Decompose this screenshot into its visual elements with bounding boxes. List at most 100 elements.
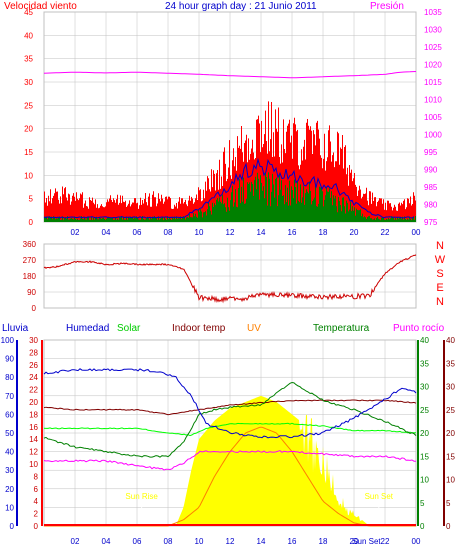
pressure-y-tick: 1005 <box>424 113 442 122</box>
conditions-x-tick: 12 <box>226 537 235 546</box>
wind-x-tick: 14 <box>257 228 266 237</box>
wind-x-tick: 22 <box>381 228 390 237</box>
wind-pressure-panel: 0510152025303540459759809859909951000100… <box>24 8 442 237</box>
conditions-x-tick: 06 <box>133 537 142 546</box>
pressure-y-tick: 975 <box>424 218 438 227</box>
solar-y-tick: 8 <box>34 472 39 481</box>
pressure-y-tick: 990 <box>424 166 438 175</box>
wind-y-tick: 30 <box>24 78 33 87</box>
direction-letter: N <box>436 296 444 308</box>
wind-y-tick: 20 <box>24 125 33 134</box>
wind-x-tick: 12 <box>226 228 235 237</box>
pressure-y-tick: 1015 <box>424 78 442 87</box>
wind-x-tick: 10 <box>195 228 204 237</box>
wind-y-tick: 25 <box>24 101 33 110</box>
solar-y-tick: 4 <box>34 497 39 506</box>
temp-y-tick: 40 <box>420 336 429 345</box>
pressure-y-tick: 1020 <box>424 61 442 70</box>
sun-rise-label: Sun Rise <box>125 492 158 501</box>
humidity-y-tick: 50 <box>5 429 14 438</box>
wind-x-tick: 02 <box>71 228 80 237</box>
humidity-y-tick: 40 <box>5 448 14 457</box>
humidity-y-tick: 30 <box>5 466 14 475</box>
dew-y-tick: 25 <box>446 406 455 415</box>
direction-y-tick: 270 <box>23 256 37 265</box>
solar-y-tick: 26 <box>29 361 38 370</box>
dew-y-tick: 40 <box>446 336 455 345</box>
dew-y-tick: 20 <box>446 429 455 438</box>
solar-y-tick: 2 <box>34 510 39 519</box>
wind-x-tick: 00 <box>412 228 421 237</box>
wind-y-tick: 10 <box>24 171 33 180</box>
temp-y-tick: 20 <box>420 429 429 438</box>
humidity-y-tick: 70 <box>5 392 14 401</box>
indoor-temp-series <box>43 399 417 416</box>
dew-y-tick: 5 <box>446 499 451 508</box>
pressure-y-tick: 1010 <box>424 96 442 105</box>
wind-direction-series <box>43 254 417 304</box>
temp-y-tick: 5 <box>420 499 425 508</box>
dew-point-label: Punto rocío <box>393 323 445 334</box>
temperature-series <box>43 381 417 458</box>
conditions-x-tick: 16 <box>288 537 297 546</box>
pressure-y-tick: 1000 <box>424 131 442 140</box>
solar-radiation-area <box>44 395 416 526</box>
wind-direction-panel: 0 90 180 270 360 <box>23 240 417 313</box>
wind-x-tick: 20 <box>350 228 359 237</box>
conditions-x-tick: 10 <box>195 537 204 546</box>
sun-set-x-label: Sun Set <box>352 537 381 546</box>
dew-y-tick: 10 <box>446 476 455 485</box>
wind-speed-label: Velocidad viento <box>4 1 77 12</box>
uv-label: UV <box>247 323 261 334</box>
wind-y-tick: 35 <box>24 55 33 64</box>
temp-y-tick: 15 <box>420 452 429 461</box>
pressure-series <box>43 71 417 79</box>
wind-average-series <box>44 172 416 222</box>
pressure-y-tick: 1035 <box>424 8 442 17</box>
direction-y-tick: 0 <box>32 304 37 313</box>
pressure-y-tick: 985 <box>424 183 438 192</box>
temp-y-tick: 0 <box>420 522 425 531</box>
solar-y-tick: 18 <box>29 410 38 419</box>
pressure-y-tick: 980 <box>424 201 438 210</box>
solar-series <box>43 422 416 437</box>
conditions-x-tick: 04 <box>102 537 111 546</box>
dew-y-tick: 0 <box>446 522 451 531</box>
pressure-y-tick: 1025 <box>424 43 442 52</box>
direction-y-tick: 180 <box>23 272 37 281</box>
conditions-x-tick: 00 <box>412 537 421 546</box>
pressure-label: Presión <box>370 1 404 12</box>
solar-y-tick: 20 <box>29 398 38 407</box>
pressure-y-tick: 995 <box>424 148 438 157</box>
solar-y-tick: 10 <box>29 460 38 469</box>
direction-letter: S <box>436 268 443 280</box>
solar-y-tick: 6 <box>34 485 39 494</box>
wind-y-tick: 5 <box>29 195 34 204</box>
temp-y-tick: 30 <box>420 383 429 392</box>
direction-letter: W <box>435 254 446 266</box>
humidity-y-tick: 20 <box>5 485 14 494</box>
humidity-y-tick: 80 <box>5 373 14 382</box>
graph-title: 24 hour graph day : 21 Junio 2011 <box>165 1 317 12</box>
solar-y-tick: 12 <box>29 448 38 457</box>
wind-y-tick: 15 <box>24 148 33 157</box>
conditions-x-tick: 18 <box>319 537 328 546</box>
temp-y-tick: 25 <box>420 406 429 415</box>
solar-y-tick: 24 <box>29 373 38 382</box>
solar-y-tick: 0 <box>34 522 39 531</box>
pressure-y-tick: 1030 <box>424 26 442 35</box>
solar-label: Solar <box>117 323 141 334</box>
humidity-y-tick: 0 <box>10 522 15 531</box>
conditions-x-tick: 22 <box>381 537 390 546</box>
wind-x-tick: 08 <box>164 228 173 237</box>
direction-y-tick: 90 <box>27 288 36 297</box>
conditions-x-tick: 02 <box>71 537 80 546</box>
dew-y-tick: 30 <box>446 383 455 392</box>
temperature-label: Temperatura <box>313 323 370 334</box>
wind-x-tick: 16 <box>288 228 297 237</box>
temp-y-tick: 35 <box>420 359 429 368</box>
humidity-y-tick: 60 <box>5 410 14 419</box>
solar-y-tick: 22 <box>29 386 38 395</box>
